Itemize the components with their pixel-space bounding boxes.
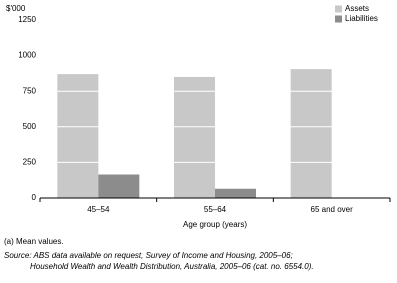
y-tick-label: 0: [32, 193, 37, 202]
y-axis-label: $'000: [6, 4, 26, 13]
x-axis-label: Age group (years): [183, 220, 247, 229]
bar: [215, 188, 256, 198]
legend-swatch: [335, 15, 342, 23]
source-note: Source: ABS data available on request, S…: [4, 251, 293, 260]
x-tick-label: 45–54: [87, 205, 110, 214]
footnote: (a) Mean values.: [4, 237, 64, 246]
y-tick-label: 1000: [18, 51, 36, 60]
bar: [174, 76, 215, 198]
bar: [98, 174, 140, 198]
x-tick-label: 65 and over: [311, 205, 354, 214]
y-tick-label: 1250: [18, 15, 36, 24]
legend-label: Liabilities: [345, 14, 378, 23]
bar: [57, 74, 99, 198]
y-tick-label: 500: [23, 122, 37, 131]
legend-swatch: [335, 5, 342, 13]
bar: [290, 69, 332, 199]
x-tick-label: 55–64: [204, 205, 227, 214]
y-tick-label: 750: [23, 86, 37, 95]
y-tick-label: 250: [23, 158, 37, 167]
source-note: Household Wealth and Wealth Distribution…: [30, 262, 314, 271]
legend-label: Assets: [345, 4, 369, 13]
